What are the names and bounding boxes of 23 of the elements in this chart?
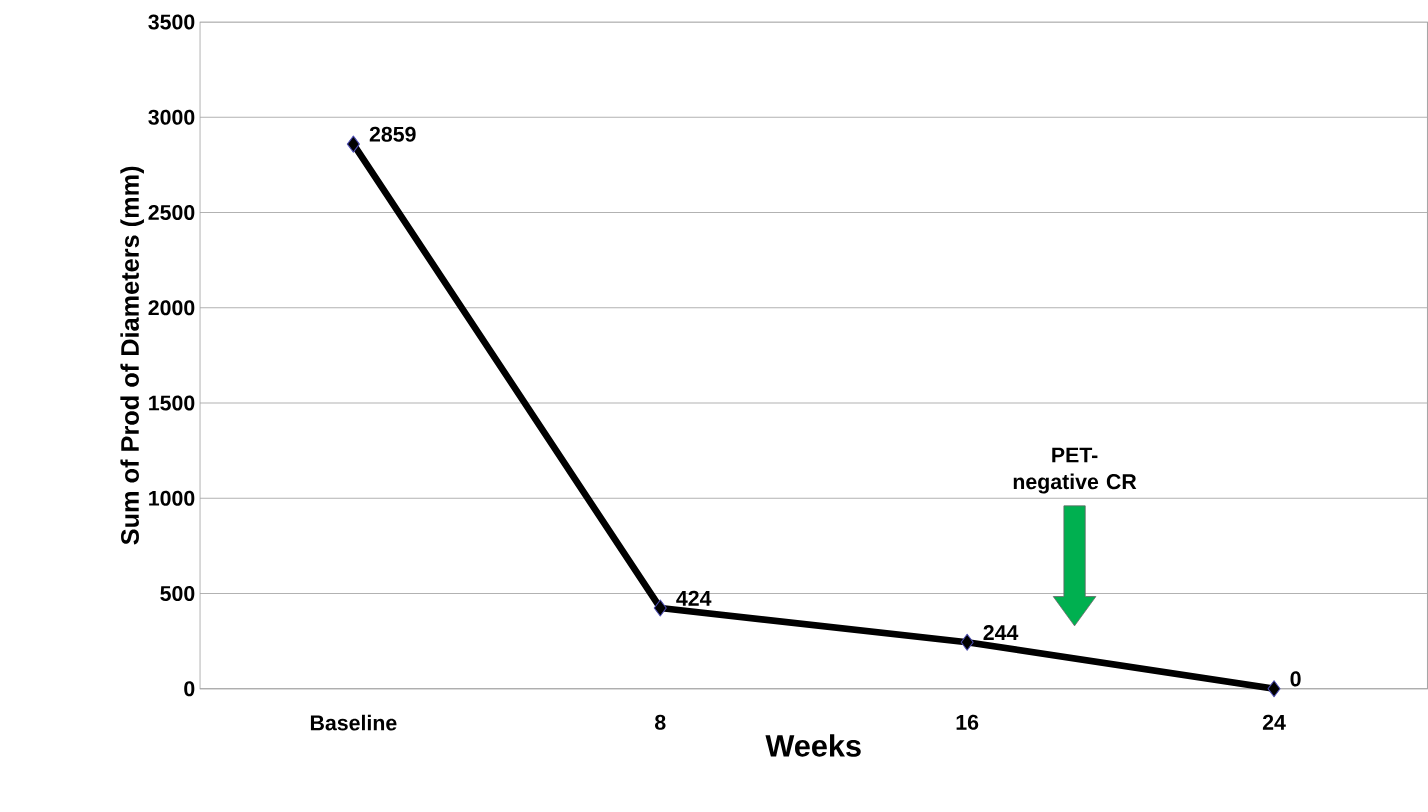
y-tick-label: 3500 [148, 14, 195, 30]
y-tick-label: 1000 [149, 490, 195, 506]
point [1267, 680, 1281, 698]
point [653, 599, 667, 617]
x-tick-label: 24 [1262, 714, 1286, 730]
data-label: 2859 [369, 126, 416, 142]
data-label: 244 [983, 625, 1019, 641]
x-tick-label: 16 [956, 714, 979, 731]
y-tick-label: 2500 [148, 205, 195, 221]
x-tick-label: Baseline [310, 714, 397, 731]
annotation: PET-negative CR [1013, 447, 1137, 494]
y-tick-label: 500 [160, 586, 195, 602]
data-label: 0 [1290, 671, 1301, 687]
y-axis-title: Sum of Prod of Diameters (mm) [120, 166, 144, 545]
point [346, 135, 360, 153]
x-tick-label: 8 [655, 714, 666, 731]
y-tick-label: 2000 [148, 300, 195, 316]
y-tick-label: 3000 [148, 109, 195, 125]
y-tick-label: 0 [184, 681, 195, 697]
data-label: 424 [676, 590, 712, 606]
y-tick-label: 1500 [149, 395, 195, 411]
point [960, 633, 974, 651]
x-axis-title: Weeks [765, 734, 861, 757]
